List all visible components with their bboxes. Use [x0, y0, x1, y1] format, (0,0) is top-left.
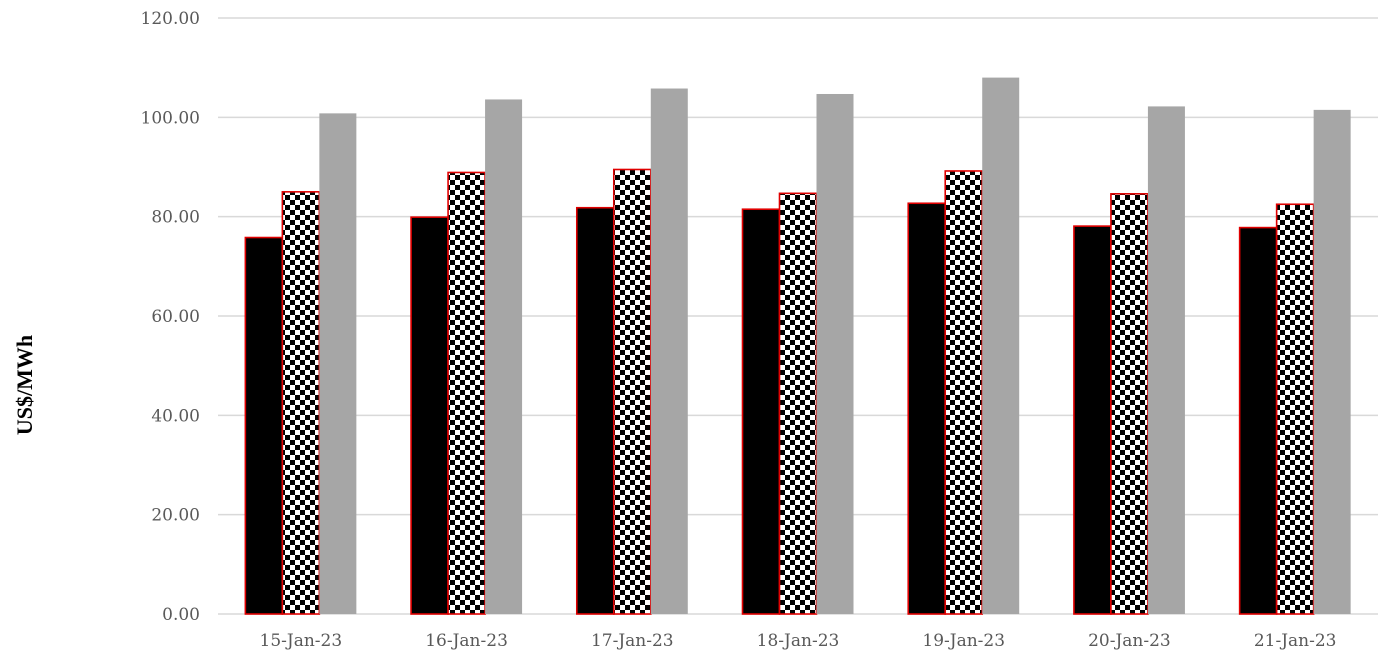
- x-tick-label: 20-Jan-23: [1088, 631, 1171, 651]
- x-tick-label: 19-Jan-23: [922, 631, 1005, 651]
- bar-series-2: [945, 171, 982, 614]
- bar-series-1: [1074, 226, 1111, 614]
- bar-series-2: [780, 193, 817, 614]
- bar-series-1: [411, 217, 448, 614]
- y-tick-label: 120.00: [141, 9, 200, 29]
- bar-series-2: [1111, 194, 1148, 614]
- bar-series-1: [577, 208, 614, 614]
- x-tick-label: 17-Jan-23: [591, 631, 674, 651]
- y-tick-label: 100.00: [141, 108, 200, 128]
- bar-series-3: [817, 94, 854, 614]
- bar-series-2: [282, 192, 319, 614]
- bar-series-1: [245, 238, 282, 614]
- bar-series-2: [1277, 204, 1314, 614]
- bar-series-3: [319, 113, 356, 614]
- x-tick-label: 21-Jan-23: [1254, 631, 1337, 651]
- bar-series-1: [908, 203, 945, 614]
- y-tick-label: 60.00: [151, 307, 200, 327]
- y-tick-label: 80.00: [151, 208, 200, 228]
- x-tick-label: 15-Jan-23: [260, 631, 343, 651]
- bar-series-3: [1148, 106, 1185, 614]
- bar-series-2: [448, 172, 485, 614]
- y-axis-ticks: 0.00 20.00 40.00 60.00 80.00 100.00 120.00: [141, 9, 200, 625]
- bar-series-1: [743, 209, 780, 614]
- bar-series-3: [1314, 110, 1351, 614]
- y-tick-label: 20.00: [151, 506, 200, 526]
- bar-series-3: [651, 89, 688, 614]
- x-axis-ticks: 15-Jan-23 16-Jan-23 17-Jan-23 18-Jan-23 19-J…: [260, 631, 1337, 651]
- bar-series-1: [1240, 228, 1277, 614]
- y-axis-label: US$/MWh: [12, 335, 37, 435]
- bar-series-3: [485, 99, 522, 614]
- x-tick-label: 16-Jan-23: [425, 631, 508, 651]
- y-tick-label: 0.00: [162, 605, 200, 625]
- x-tick-label: 18-Jan-23: [757, 631, 840, 651]
- bar-series-3: [982, 78, 1019, 614]
- bars: [245, 78, 1350, 614]
- bar-series-2: [614, 169, 651, 614]
- y-tick-label: 40.00: [151, 406, 200, 426]
